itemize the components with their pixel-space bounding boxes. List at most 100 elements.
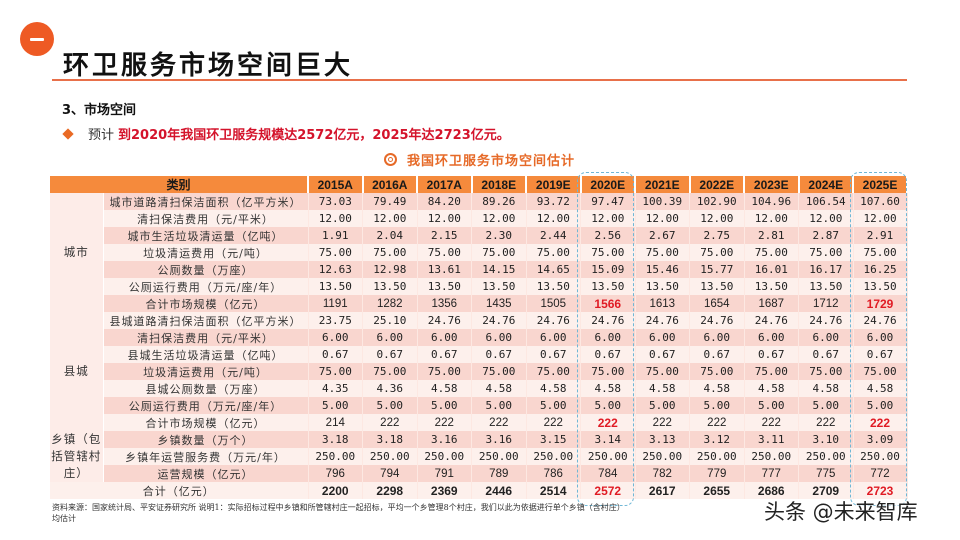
cell-value: 75.00 [580, 363, 636, 380]
cell-value: 0.67 [798, 346, 854, 363]
row-label: 清扫保洁费用（元/平米） [103, 329, 309, 346]
cell-value: 75.00 [744, 363, 800, 380]
column-header-year: 2016A [362, 176, 419, 193]
cell-value: 4.58 [471, 380, 527, 397]
cell-value: 222 [635, 414, 691, 431]
table-row: 清扫保洁费用（元/平米） 6.00 6.00 6.00 6.00 6.00 6.00 6.00… [50, 329, 908, 346]
cell-value: 1687 [744, 295, 800, 312]
cell-value: 4.58 [417, 380, 473, 397]
cell-value: 786 [526, 465, 582, 482]
row-label: 县城生活垃圾清运量（亿吨） [103, 346, 309, 363]
cell-value: 772 [853, 465, 908, 482]
column-header-category: 类别 [50, 176, 310, 193]
cell-value: 100.39 [635, 193, 691, 210]
cell-value: 4.58 [635, 380, 691, 397]
row-label: 城市道路清扫保洁面积（亿平方米） [103, 193, 309, 210]
cell-value: 75.00 [744, 244, 800, 261]
cell-value: 24.76 [471, 312, 527, 329]
cell-value: 75.00 [580, 244, 636, 261]
cell-value: 250.00 [526, 448, 582, 465]
cell-value: 24.76 [635, 312, 691, 329]
table-header-row: 类别 2015A 2016A 2017A 2018E 2019E 2020E 2… [50, 176, 909, 193]
table-row: 垃圾清运费用（元/吨） 75.00 75.00 75.00 75.00 75.00 75.0… [50, 363, 908, 380]
table-row: 合计市场规模（亿元） 214 222 222 222 222 222 222 222 222 222… [50, 414, 908, 431]
cell-value: 15.77 [689, 261, 745, 278]
cell-value: 777 [744, 465, 800, 482]
cell-value: 12.63 [308, 261, 364, 278]
footnote-line-2: 均估计 [52, 514, 76, 523]
table-row: 城市生活垃圾清运量（亿吨） 1.91 2.04 2.15 2.30 2.44 2.56 2.6… [50, 227, 908, 244]
row-label: 垃圾清运费用（元/吨） [103, 244, 309, 261]
cell-value: 6.00 [853, 329, 908, 346]
cell-value: 4.58 [580, 380, 636, 397]
column-header-year: 2024E [798, 176, 855, 193]
cell-value: 75.00 [526, 363, 582, 380]
column-header-year: 2018E [471, 176, 528, 193]
cell-value: 794 [362, 465, 418, 482]
cell-value: 3.18 [362, 431, 418, 448]
cell-value: 6.00 [798, 329, 854, 346]
cell-value: 5.00 [635, 397, 691, 414]
cell-value: 13.50 [471, 278, 527, 295]
cell-value: 3.16 [417, 431, 473, 448]
cell-value: 12.00 [853, 210, 908, 227]
cell-value: 2.04 [362, 227, 418, 244]
cell-value: 75.00 [689, 363, 745, 380]
row-label: 公厕运行费用（万元/座/年） [103, 397, 309, 414]
cell-value: 16.25 [853, 261, 908, 278]
cell-value: 106.54 [798, 193, 854, 210]
cell-value: 1712 [798, 295, 854, 312]
cell-value: 75.00 [853, 363, 908, 380]
cell-value: 16.01 [744, 261, 800, 278]
key-point: 预计 到2020年我国环卫服务规模达2572亿元，2025年达2723亿元。 [62, 124, 510, 143]
grand-total-value: 2369 [417, 482, 473, 499]
cell-value: 5.00 [526, 397, 582, 414]
cell-value: 2.67 [635, 227, 691, 244]
row-label: 公厕运行费用（万元/座/年） [103, 278, 309, 295]
cell-value: 102.90 [689, 193, 745, 210]
section-number-badge [20, 22, 54, 56]
cell-value: 1566 [580, 295, 636, 312]
cell-value: 0.67 [580, 346, 636, 363]
grand-total-value: 2514 [526, 482, 582, 499]
cell-value: 6.00 [308, 329, 364, 346]
cell-value: 13.50 [853, 278, 908, 295]
cell-value: 13.61 [417, 261, 473, 278]
cell-value: 1613 [635, 295, 691, 312]
grand-total-value: 2298 [362, 482, 418, 499]
cell-value: 12.00 [744, 210, 800, 227]
cell-value: 79.49 [362, 193, 418, 210]
cell-value: 75.00 [417, 363, 473, 380]
table-row: 合计市场规模（亿元） 1191 1282 1356 1435 1505 1566 1613 16… [50, 295, 908, 312]
cell-value: 250.00 [580, 448, 636, 465]
cell-value: 4.35 [308, 380, 364, 397]
row-label: 运营规模（亿元） [103, 465, 309, 482]
cell-value: 6.00 [362, 329, 418, 346]
source-footnote: 资料来源：国家统计局、平安证券研究所 说明1：实际招标过程中乡镇和所管辖村庄一起… [52, 502, 772, 524]
cell-value: 24.76 [853, 312, 908, 329]
cell-value: 2.56 [580, 227, 636, 244]
cell-value: 0.67 [362, 346, 418, 363]
cell-value: 75.00 [471, 363, 527, 380]
cell-value: 12.00 [635, 210, 691, 227]
cell-value: 782 [635, 465, 691, 482]
cell-value: 1282 [362, 295, 418, 312]
cell-value: 75.00 [471, 244, 527, 261]
column-header-year: 2019E [526, 176, 582, 193]
section-heading: 3、市场空间 [62, 103, 137, 118]
row-label: 清扫保洁费用（元/平米） [103, 210, 309, 227]
cell-value: 5.00 [471, 397, 527, 414]
grand-total-value: 2617 [635, 482, 691, 499]
footnote-line-1: 资料来源：国家统计局、平安证券研究所 说明1：实际招标过程中乡镇和所管辖村庄一起… [52, 503, 625, 512]
cell-value: 75.00 [798, 363, 854, 380]
table-row: 公厕运行费用（万元/座/年） 13.50 13.50 13.50 13.50 13.50 1… [50, 278, 908, 295]
cell-value: 2.15 [417, 227, 473, 244]
cell-value: 0.67 [471, 346, 527, 363]
cell-value: 775 [798, 465, 854, 482]
cell-value: 0.67 [744, 346, 800, 363]
grand-total-row: 合计（亿元） 2200 2298 2369 2446 2514 2572 2617 2655 26… [50, 482, 908, 499]
cell-value: 789 [471, 465, 527, 482]
cell-value: 13.50 [744, 278, 800, 295]
cell-value: 75.00 [362, 363, 418, 380]
column-header-year: 2022E [689, 176, 746, 193]
